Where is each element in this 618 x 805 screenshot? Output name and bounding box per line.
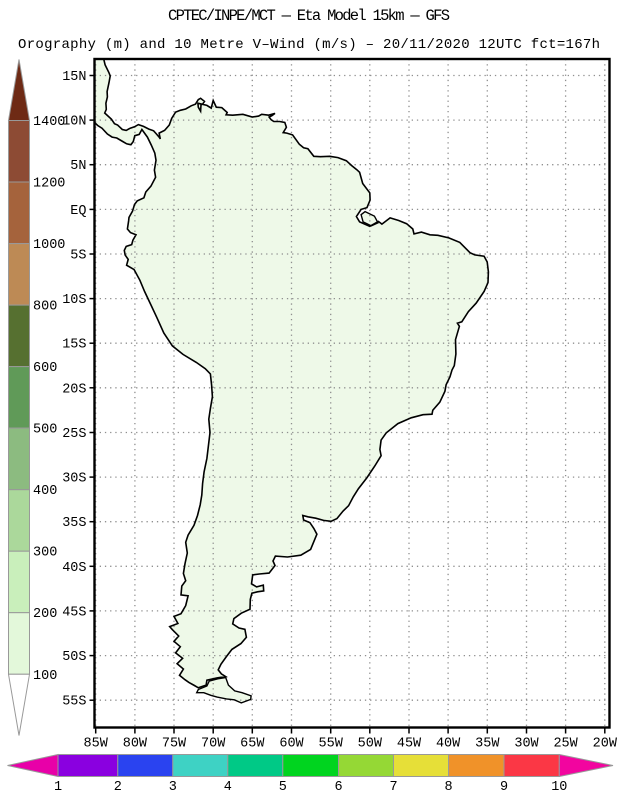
svg-text:85W: 85W [84, 737, 109, 752]
svg-text:45S: 45S [62, 605, 86, 620]
svg-text:5: 5 [279, 780, 287, 795]
svg-text:100: 100 [33, 669, 57, 684]
svg-text:20S: 20S [62, 382, 86, 397]
svg-text:10S: 10S [62, 293, 86, 308]
svg-text:70W: 70W [201, 737, 226, 752]
svg-text:5S: 5S [70, 249, 86, 264]
svg-text:EQ: EQ [70, 204, 86, 219]
svg-text:1200: 1200 [33, 177, 65, 192]
svg-text:65W: 65W [240, 737, 265, 752]
svg-text:9: 9 [500, 780, 508, 795]
svg-text:25W: 25W [553, 737, 578, 752]
svg-text:200: 200 [33, 607, 57, 622]
svg-text:30W: 30W [514, 737, 539, 752]
svg-text:50S: 50S [62, 650, 86, 665]
svg-text:400: 400 [33, 484, 57, 499]
svg-text:15S: 15S [62, 338, 86, 353]
svg-text:Orography (m) and 10 Metre V–W: Orography (m) and 10 Metre V–Wind (m/s) … [18, 37, 600, 53]
svg-text:40S: 40S [62, 561, 86, 576]
svg-text:30S: 30S [62, 472, 86, 487]
svg-text:60W: 60W [279, 737, 304, 752]
svg-text:35S: 35S [62, 516, 86, 531]
svg-text:CPTEC/INPE/MCT — Eta Model 15: CPTEC/INPE/MCT — Eta Model 15km — GFS [168, 7, 450, 25]
svg-text:2: 2 [114, 780, 122, 795]
svg-text:8: 8 [445, 780, 453, 795]
svg-text:75W: 75W [162, 737, 187, 752]
svg-text:1000: 1000 [33, 238, 65, 253]
svg-text:80W: 80W [123, 737, 148, 752]
svg-text:3: 3 [169, 780, 177, 795]
svg-text:800: 800 [33, 300, 57, 315]
svg-text:300: 300 [33, 546, 57, 561]
svg-text:10N: 10N [62, 115, 86, 130]
svg-text:55W: 55W [319, 737, 344, 752]
svg-text:35W: 35W [475, 737, 500, 752]
svg-text:600: 600 [33, 361, 57, 376]
svg-text:6: 6 [334, 780, 342, 795]
svg-text:500: 500 [33, 423, 57, 438]
svg-text:5N: 5N [70, 159, 86, 174]
svg-text:7: 7 [389, 780, 397, 795]
svg-text:40W: 40W [436, 737, 461, 752]
svg-text:1: 1 [54, 780, 62, 795]
svg-text:55S: 55S [62, 695, 86, 710]
svg-text:20W: 20W [593, 737, 618, 752]
svg-text:15N: 15N [62, 70, 86, 85]
svg-text:4: 4 [224, 780, 232, 795]
svg-text:1400: 1400 [33, 115, 65, 130]
svg-text:45W: 45W [397, 737, 422, 752]
svg-text:50W: 50W [358, 737, 383, 752]
svg-text:25S: 25S [62, 427, 86, 442]
svg-text:10: 10 [551, 780, 567, 795]
